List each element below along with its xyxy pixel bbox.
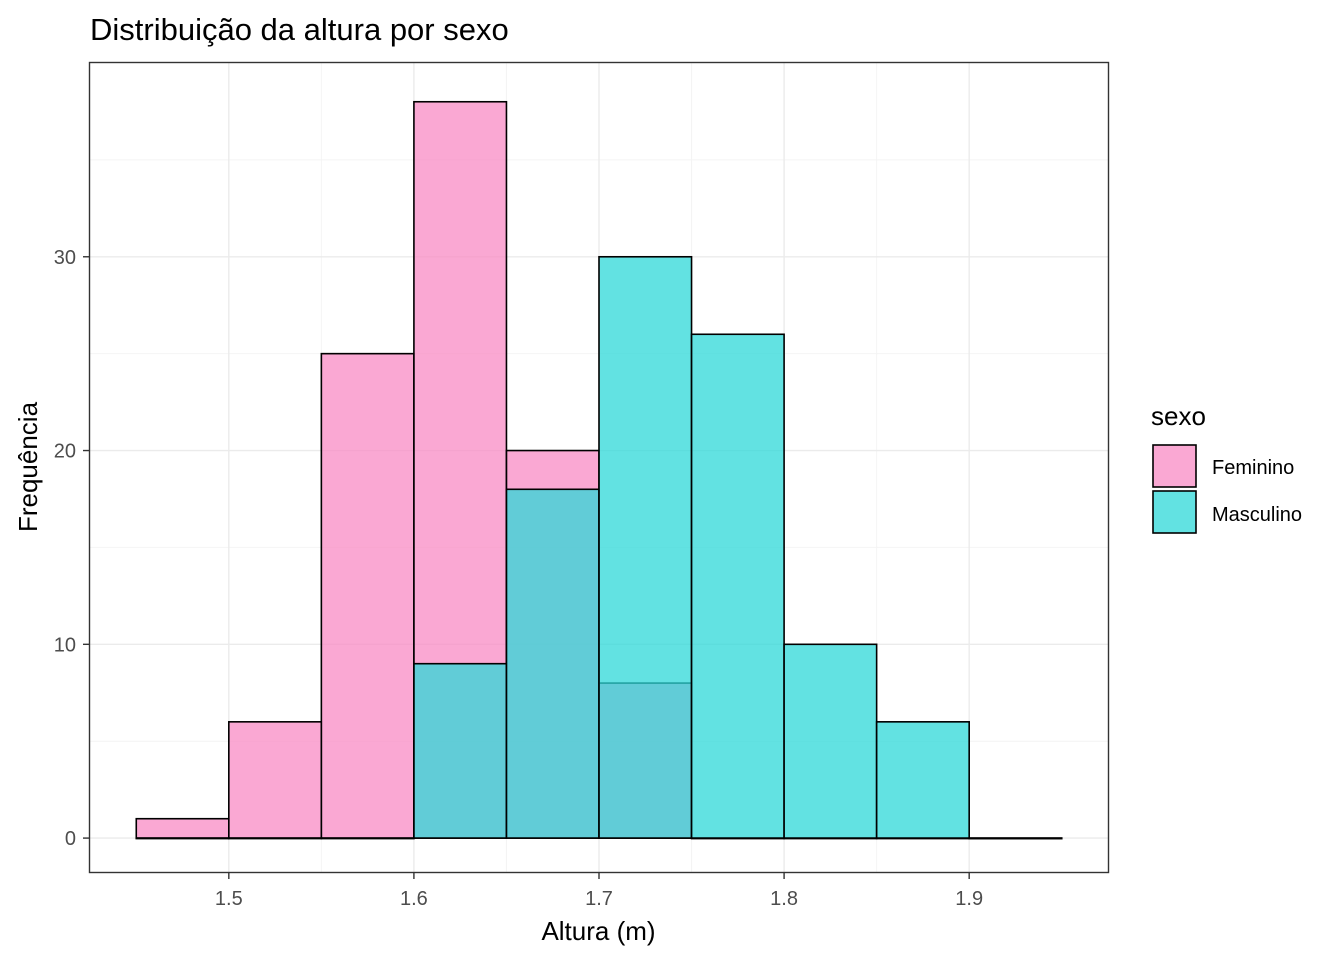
series-masculino xyxy=(135,255,1063,840)
legend-key-masculino xyxy=(1152,490,1197,534)
chart-title: Distribuição da altura por sexo xyxy=(90,12,509,47)
bar-feminino-1.55 xyxy=(320,352,415,839)
bar-masculino-1.70 xyxy=(598,255,693,839)
legend-label-masculino: Masculino xyxy=(1212,504,1302,526)
bar-masculino-1.80 xyxy=(783,643,878,839)
bar-feminino-1.50 xyxy=(228,721,323,839)
x-tick-label: 1.8 xyxy=(770,888,798,910)
bar-masculino-1.75 xyxy=(690,333,785,839)
x-axis-title: Altura (m) xyxy=(541,916,655,946)
bar-masculino-1.60 xyxy=(413,662,508,839)
x-axis: 1.5 1.6 1.7 1.8 1.9 xyxy=(215,872,983,910)
y-tick-label: 30 xyxy=(54,247,76,269)
bar-masculino-1.45 xyxy=(135,837,230,840)
bar-masculino-1.55 xyxy=(320,837,415,840)
y-tick-label: 0 xyxy=(65,828,76,850)
x-tick-label: 1.5 xyxy=(215,888,243,910)
bar-masculino-1.90 xyxy=(968,837,1063,840)
bar-feminino-1.45 xyxy=(135,817,230,839)
bar-masculino-1.65 xyxy=(505,488,600,839)
x-tick-label: 1.7 xyxy=(585,888,613,910)
legend-title: sexo xyxy=(1151,401,1206,431)
y-tick-label: 20 xyxy=(54,441,76,463)
x-tick-label: 1.9 xyxy=(955,888,983,910)
legend-label-feminino: Feminino xyxy=(1212,457,1294,479)
plot-area xyxy=(88,61,1110,874)
bar-masculino-1.50 xyxy=(228,837,323,840)
y-axis-title: Frequência xyxy=(13,401,43,532)
legend: sexo Feminino Masculino xyxy=(1151,401,1302,534)
bar-masculino-1.85 xyxy=(875,721,970,839)
y-axis: 0 10 20 30 xyxy=(54,247,90,850)
legend-key-feminino xyxy=(1152,444,1197,488)
y-tick-label: 10 xyxy=(54,634,76,656)
x-tick-label: 1.6 xyxy=(400,888,428,910)
histogram-bars xyxy=(135,100,1063,840)
